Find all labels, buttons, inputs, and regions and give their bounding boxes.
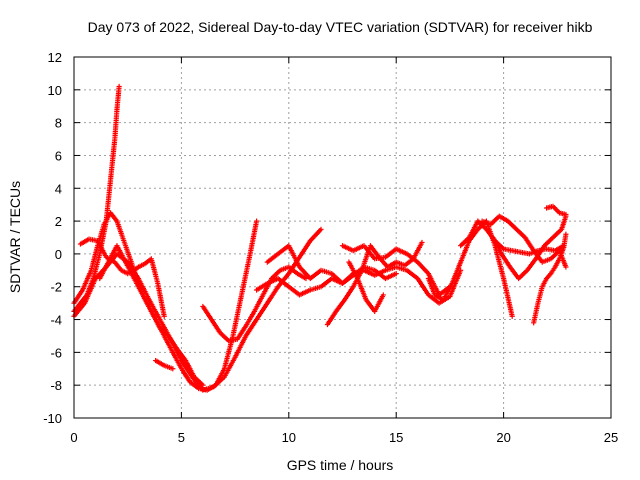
x-tick-label: 15 [389, 430, 403, 445]
y-tick-label: 2 [55, 214, 62, 229]
data-point [380, 292, 386, 298]
x-tick-label: 25 [604, 430, 618, 445]
y-axis-label: SDTVAR / TECUs [7, 181, 23, 293]
plot-frame [73, 56, 612, 419]
y-tick-label: -6 [50, 345, 62, 360]
y-tick-label: 4 [55, 181, 62, 196]
series-arc-11 [339, 243, 453, 298]
grid-lines [74, 57, 611, 418]
data-point [116, 83, 122, 90]
data-point [200, 382, 206, 388]
x-tick-label: 5 [178, 430, 185, 445]
data-point [253, 218, 260, 224]
x-axis-label: GPS time / hours [287, 457, 394, 473]
y-tick-label: 12 [48, 50, 62, 65]
series-arc-16 [490, 213, 569, 282]
x-tick-label: 20 [496, 430, 510, 445]
data-point [170, 366, 176, 372]
series-arc-8 [253, 264, 464, 306]
y-tick-label: 8 [55, 116, 62, 131]
series-arc-3 [71, 226, 324, 393]
series-arc-18 [543, 203, 569, 218]
data-point [393, 271, 399, 277]
data-point [161, 313, 167, 319]
data-point [563, 231, 569, 237]
series-arc-4 [77, 236, 167, 319]
y-tick-label: -2 [50, 280, 62, 295]
data-point [509, 313, 515, 319]
y-tick-label: -4 [50, 313, 62, 328]
y-tick-label: 6 [55, 148, 62, 163]
axis-ticks: 0 5 10 15 20 25 -10 -8 -6 -4 -2 0 2 4 6 8 10 12 [43, 50, 618, 445]
data-marks [71, 83, 569, 393]
y-tick-label: -8 [50, 378, 62, 393]
series-arc-6 [153, 357, 176, 372]
y-tick-label: 0 [55, 247, 62, 262]
data-point [563, 211, 569, 218]
series-arc-7 [200, 264, 309, 344]
y-tick-label: -10 [43, 411, 62, 426]
series-arc-5 [97, 243, 206, 388]
data-point [563, 264, 569, 270]
y-tick-label: 10 [48, 83, 62, 98]
data-point [419, 239, 425, 246]
chart-title: Day 073 of 2022, Sidereal Day-to-day VTE… [88, 19, 593, 35]
series-arc-17 [531, 231, 569, 326]
series-arc-12 [346, 259, 386, 314]
data-point [318, 226, 324, 232]
x-tick-label: 0 [70, 430, 77, 445]
x-tick-label: 10 [282, 430, 296, 445]
